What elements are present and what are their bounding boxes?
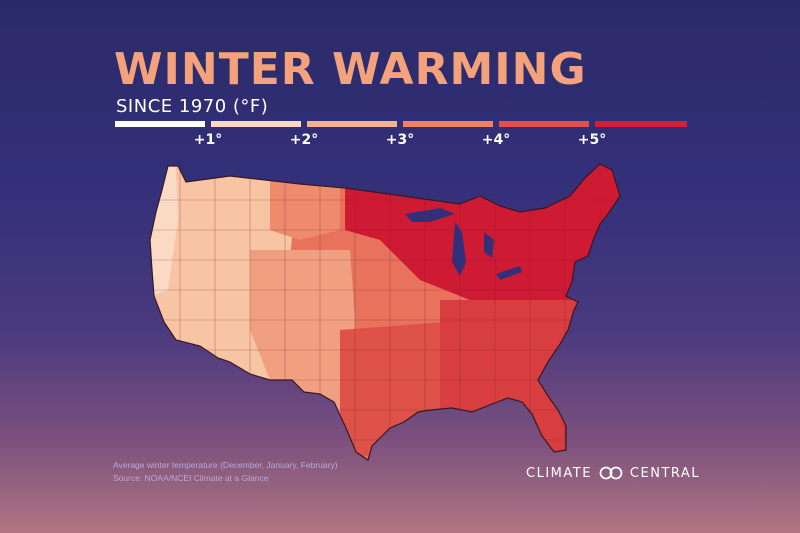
legend-tick-3: +3° — [385, 132, 415, 148]
legend-segment-5 — [595, 121, 687, 127]
legend-tick-5: +5° — [577, 132, 607, 148]
legend-segment-3 — [403, 121, 493, 127]
brand-left-text: CLIMATE — [526, 465, 592, 481]
brand-right-text: CENTRAL — [629, 465, 701, 481]
us-outline — [149, 163, 621, 461]
region-northern-rockies — [270, 170, 340, 240]
color-legend: +1° +2° +3° +4° +5° — [115, 121, 687, 155]
region-southeast — [440, 300, 580, 460]
legend-tick-2: +2° — [289, 132, 319, 148]
legend-segment-4 — [499, 121, 589, 127]
legend-tick-4: +4° — [481, 132, 511, 148]
legend-segment-2 — [307, 121, 397, 127]
infinity-logo-icon — [599, 466, 623, 480]
lake-superior — [405, 208, 455, 222]
legend-segment-0 — [115, 121, 205, 127]
climate-central-logo: CLIMATE CENTRAL — [526, 463, 700, 483]
lake-michigan — [452, 222, 466, 276]
legend-segment-1 — [211, 121, 301, 127]
division-borders — [150, 164, 620, 460]
legend-tick-1: +1° — [193, 132, 223, 148]
region-southwest — [250, 250, 355, 420]
lake-erie — [496, 266, 522, 280]
footnote: Average winter temperature (December, Ja… — [113, 459, 338, 485]
footnote-source: Source: NOAA/NCEI Climate at a Glance — [113, 473, 269, 483]
chart-subtitle: SINCE 1970 (°F) — [116, 96, 269, 117]
chart-title: WINTER WARMING — [114, 44, 587, 95]
lake-huron — [484, 232, 494, 258]
region-west-coast-pale — [150, 164, 178, 300]
footnote-description: Average winter temperature (December, Ja… — [113, 460, 338, 470]
